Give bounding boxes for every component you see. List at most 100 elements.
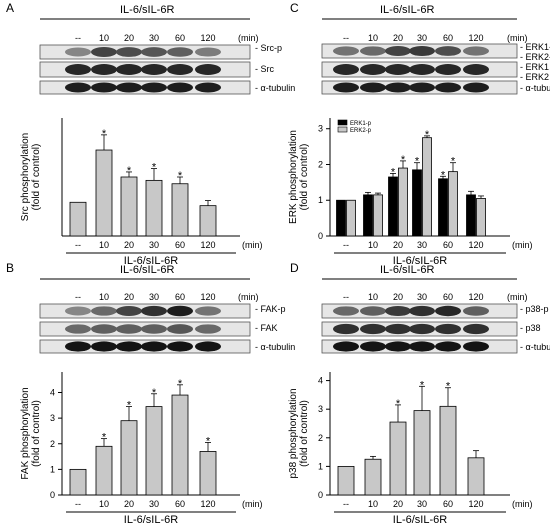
time-label: 10 [368, 292, 378, 302]
blot-band [167, 82, 193, 93]
x-axis-label: IL-6/sIL-6R [124, 255, 178, 267]
x-axis-label: IL-6/sIL-6R [393, 255, 447, 267]
blot-band [167, 64, 193, 75]
bar [388, 176, 398, 237]
significance-star: * [415, 156, 420, 168]
blot-band [435, 341, 461, 352]
y-tick-label: 0 [318, 231, 323, 241]
y-tick-label: 0 [318, 490, 323, 500]
x-tick-label: 10 [99, 240, 109, 250]
x-tick-label: -- [343, 499, 349, 509]
blot-band [167, 47, 193, 57]
blot-band [409, 45, 435, 57]
time-label: 10 [368, 33, 378, 43]
y-tick-label: 4 [50, 388, 55, 398]
blot-band [116, 64, 142, 75]
x-tick-label: 10 [368, 240, 378, 250]
blot-label: - p38 [520, 323, 541, 333]
x-tick-label: 30 [417, 499, 427, 509]
significance-star: * [425, 129, 430, 141]
y-axis-label: FAK phosphorylation(fold of control) [20, 387, 42, 479]
time-label: 30 [149, 33, 159, 43]
blot-band [141, 64, 167, 75]
time-label: 10 [99, 33, 109, 43]
blot-band [385, 305, 411, 317]
y-tick-label: 1 [50, 464, 55, 474]
bar [412, 169, 422, 237]
x-tick-label: 120 [468, 499, 483, 509]
y-tick-label: 0 [50, 490, 55, 500]
blot-label: - α-tubulin [520, 342, 550, 352]
blot-band [360, 46, 386, 56]
bar [120, 176, 138, 237]
panel-letter: A [6, 1, 14, 15]
significance-star: * [441, 169, 446, 181]
blot-band [91, 64, 117, 75]
blot-band [360, 82, 386, 93]
x-tick-label: 60 [443, 240, 453, 250]
y-tick-label: 1 [318, 461, 323, 471]
y-axis-label: ERK phosphorylation(fold of control) [288, 130, 310, 224]
blot-band [385, 46, 411, 56]
y-tick-label: 3 [318, 404, 323, 414]
blot-label: - FAK-p [255, 304, 286, 314]
blot-band [385, 323, 411, 335]
bar [171, 394, 189, 496]
time-label: 30 [417, 33, 427, 43]
blot-label: - ERK1 [520, 62, 549, 72]
time-label: 20 [124, 292, 134, 302]
x-tick-label: 60 [175, 499, 185, 509]
significance-star: * [446, 381, 451, 393]
x-tick-label: 20 [393, 499, 403, 509]
time-label: 60 [443, 292, 453, 302]
y-tick-label: 1 [318, 195, 323, 205]
panel-a: A IL-6/sIL-6R-- 10 20 30 60 120 (min)- Src-p- S… [6, 1, 295, 267]
bar [467, 457, 485, 496]
blot-band [360, 323, 386, 335]
panel-letter: D [290, 261, 299, 275]
bar [69, 468, 87, 496]
x-tick-label: 30 [149, 499, 159, 509]
panel-letter: B [6, 261, 14, 275]
blot-band [141, 82, 167, 93]
blot-band [91, 306, 117, 316]
bar [373, 194, 383, 237]
y-axis-label: Src phosphorylation(fold of control) [20, 133, 42, 221]
blot-band [91, 82, 117, 93]
treatment-header: IL-6/sIL-6R [380, 4, 434, 16]
blot-band [409, 341, 435, 352]
x-unit-label: (min) [512, 240, 533, 250]
bar [120, 420, 138, 496]
blot-band [409, 323, 435, 335]
x-axis-label: IL-6/sIL-6R [124, 514, 178, 523]
significance-star: * [102, 128, 107, 140]
blot-label: - ERK2-p [520, 52, 550, 62]
bar [466, 194, 476, 237]
time-label: 120 [468, 292, 483, 302]
blot-band [463, 341, 489, 352]
time-label: 10 [99, 292, 109, 302]
legend-label: ERK1-p [350, 121, 372, 127]
legend-label: ERK2-p [350, 128, 372, 134]
blot-band [463, 46, 489, 56]
blot-band [360, 64, 386, 75]
x-tick-label: 10 [99, 499, 109, 509]
x-axis-label: IL-6/sIL-6R [393, 514, 447, 523]
treatment-header: IL-6/sIL-6R [380, 264, 434, 276]
blot-band [167, 305, 193, 317]
blot-band [435, 82, 461, 93]
x-tick-label: 30 [417, 240, 427, 250]
time-unit: (min) [507, 33, 528, 43]
bar [438, 178, 448, 237]
x-tick-label: 20 [124, 499, 134, 509]
x-tick-label: 120 [468, 240, 483, 250]
blot-band [195, 47, 221, 57]
significance-star: * [420, 379, 425, 391]
time-label: 60 [443, 33, 453, 43]
y-tick-label: 2 [318, 159, 323, 169]
significance-star: * [391, 166, 396, 178]
x-tick-label: 10 [368, 499, 378, 509]
time-unit: (min) [507, 292, 528, 302]
